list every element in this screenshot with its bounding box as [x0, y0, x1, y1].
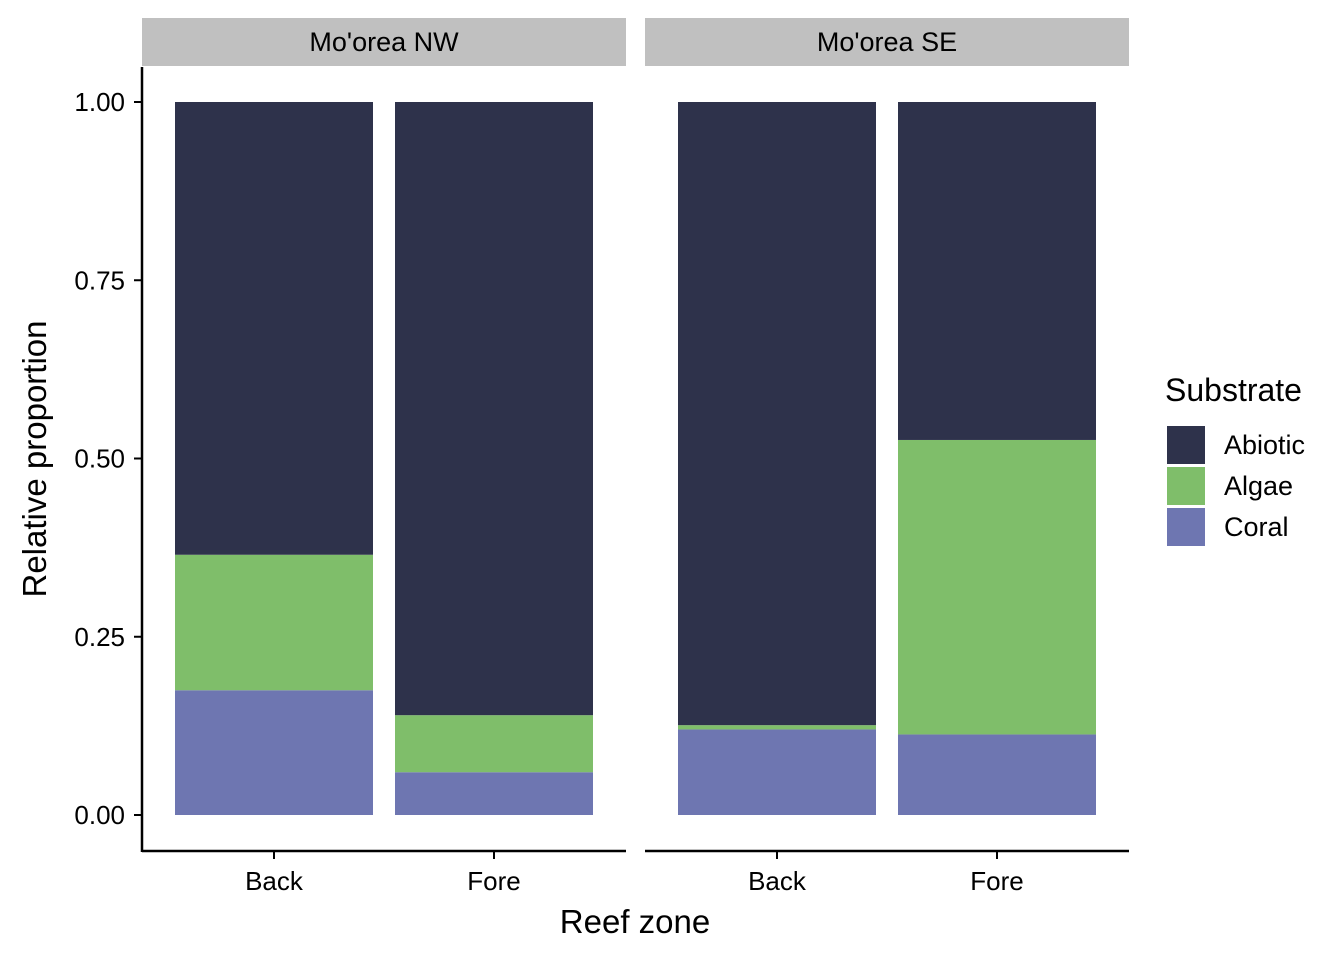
- bar-segment-algae: [678, 725, 876, 730]
- facet-strip: [142, 18, 626, 66]
- bar-segment-coral: [175, 690, 373, 815]
- bar-segment-abiotic: [175, 102, 373, 555]
- x-tick-label: Fore: [467, 866, 520, 896]
- x-axis-title: Reef zone: [560, 903, 710, 940]
- facet-panels: Mo'orea NW Back Fore Mo'orea SE Back Fore: [142, 18, 1129, 896]
- facet-panel: Mo'orea SE Back Fore: [645, 18, 1129, 896]
- bar-segment-coral: [678, 729, 876, 815]
- legend-swatch-coral: [1167, 508, 1205, 546]
- y-axis: 0.00 0.25 0.50 0.75 1.00: [74, 67, 144, 852]
- y-tick-label: 0.75: [74, 265, 125, 295]
- legend: Substrate Abiotic Algae Coral: [1165, 372, 1305, 546]
- facet-strip: [645, 18, 1129, 66]
- bar-segment-abiotic: [678, 102, 876, 726]
- bar-segment-algae: [175, 554, 373, 691]
- x-tick-label: Fore: [970, 866, 1023, 896]
- y-tick-label: 0.50: [74, 444, 125, 474]
- y-tick-label: 0.25: [74, 622, 125, 652]
- bar-segment-abiotic: [898, 102, 1096, 440]
- bar-segment-abiotic: [395, 102, 593, 716]
- y-axis-title: Relative proportion: [16, 321, 53, 598]
- legend-label-coral: Coral: [1224, 512, 1289, 542]
- legend-swatch-abiotic: [1167, 426, 1205, 464]
- legend-title: Substrate: [1165, 372, 1302, 408]
- legend-swatch-algae: [1167, 467, 1205, 505]
- y-tick-label: 1.00: [74, 87, 125, 117]
- bar-segment-algae: [898, 439, 1096, 735]
- legend-label-abiotic: Abiotic: [1224, 430, 1305, 460]
- y-tick-label: 0.00: [74, 800, 125, 830]
- facet-strip-label: Mo'orea SE: [817, 27, 957, 57]
- facet-strip-label: Mo'orea NW: [309, 27, 459, 57]
- facet-panel: Mo'orea NW Back Fore: [142, 18, 626, 896]
- x-tick-label: Back: [245, 866, 304, 896]
- bar-segment-coral: [898, 734, 1096, 815]
- bar-segment-algae: [395, 715, 593, 773]
- legend-label-algae: Algae: [1224, 471, 1293, 501]
- bar-segment-coral: [395, 772, 593, 815]
- x-tick-label: Back: [748, 866, 807, 896]
